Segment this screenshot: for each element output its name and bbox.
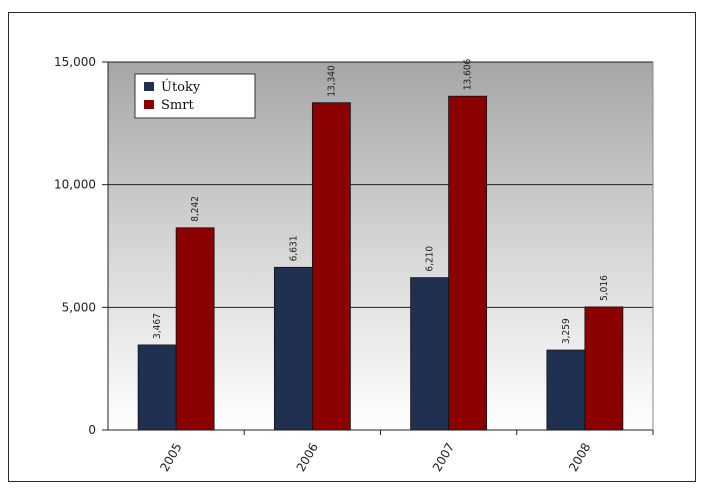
x-tick-label: 2006 [294, 441, 321, 474]
data-label-smrt: 5,016 [599, 275, 610, 301]
bar-utoky [273, 266, 313, 431]
legend-label: Smrt [161, 98, 194, 113]
bar-utoky [137, 344, 177, 431]
legend-swatch [144, 82, 154, 91]
bar-utoky [546, 349, 586, 431]
legend-swatch [144, 100, 154, 109]
y-tick-label: 10,000 [54, 178, 96, 192]
bar-smrt [175, 227, 215, 431]
data-label-smrt: 13,340 [326, 65, 337, 97]
bar-smrt [448, 95, 488, 431]
y-tick-label: 5,000 [62, 300, 96, 314]
data-label-utoky: 3,467 [152, 313, 163, 339]
bar-smrt [311, 102, 351, 431]
x-tick-label: 2005 [157, 441, 184, 474]
x-tick-label: 2007 [430, 441, 457, 474]
legend: Útoky Smrt [134, 73, 256, 119]
data-label-utoky: 6,210 [425, 246, 436, 272]
data-label-utoky: 3,259 [561, 318, 572, 344]
legend-label: Útoky [161, 78, 201, 95]
y-tick-label: 0 [88, 423, 96, 437]
x-tick-label: 2008 [566, 441, 593, 474]
bar-smrt [584, 306, 624, 431]
data-label-smrt: 8,242 [190, 196, 201, 222]
bar-utoky [410, 277, 450, 431]
y-tick-label: 15,000 [54, 55, 96, 69]
data-label-utoky: 6,631 [288, 236, 299, 262]
legend-box [134, 73, 256, 119]
data-label-smrt: 13,606 [463, 58, 474, 90]
